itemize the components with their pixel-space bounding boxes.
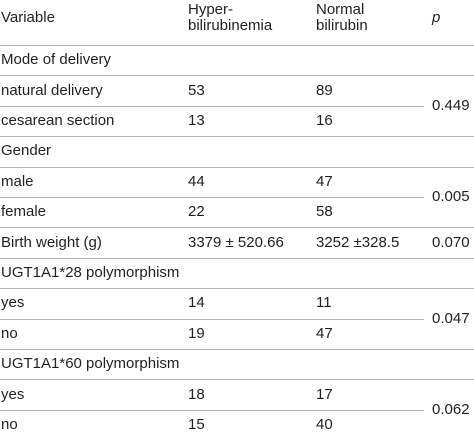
section-title: Mode of delivery — [1, 51, 112, 69]
rule — [0, 349, 474, 350]
value-cell: 11 — [316, 294, 332, 312]
value-cell: 53 — [188, 81, 205, 99]
p-value: 0.062 — [432, 400, 470, 418]
rule — [0, 288, 474, 290]
value-cell: 58 — [316, 203, 333, 221]
rule — [0, 409, 424, 411]
rule — [0, 379, 474, 381]
row-label: yes — [1, 385, 25, 403]
section-title: UGT1A1*60 polymorphism — [1, 355, 180, 373]
rule — [0, 75, 474, 77]
value-cell: 47 — [316, 172, 333, 190]
row-label: Birth weight (g) — [1, 233, 102, 251]
header-cell: Variable — [1, 9, 55, 26]
header-cell: bilirubin — [316, 17, 368, 34]
rule — [0, 257, 474, 259]
header-cell: Normal — [316, 1, 365, 18]
value-cell: 3379 ± 520.66 — [188, 233, 284, 251]
section-title: Gender — [1, 142, 52, 160]
row-label: male — [1, 172, 34, 190]
section-title: UGT1A1*28 polymorphism — [1, 264, 180, 281]
value-cell: 44 — [188, 172, 205, 190]
value-cell: 17 — [316, 385, 333, 403]
header-cell: bilirubinemia — [188, 17, 273, 34]
p-value: 0.047 — [432, 309, 470, 327]
rule — [0, 197, 424, 198]
header-cell: p — [432, 9, 441, 26]
value-cell: 40 — [316, 416, 333, 433]
value-cell: 13 — [188, 112, 205, 129]
value-cell: 47 — [316, 324, 333, 342]
value-cell: 3252 ±328.5 — [316, 233, 400, 251]
row-label: yes — [1, 294, 25, 312]
rule — [0, 166, 474, 168]
value-cell: 15 — [188, 416, 205, 433]
header-cell: Hyper- — [188, 1, 234, 18]
rule — [0, 136, 474, 138]
rule — [0, 227, 474, 229]
value-cell: 19 — [188, 324, 205, 342]
value-cell: 14 — [188, 294, 205, 312]
p-value: 0.005 — [432, 188, 470, 205]
value-cell: 22 — [188, 203, 205, 221]
row-label: no — [1, 324, 18, 342]
row-label: cesarean section — [1, 112, 115, 129]
rule — [0, 105, 424, 107]
rule — [0, 45, 474, 46]
value-cell: 89 — [316, 81, 333, 99]
p-value: 0.449 — [432, 96, 470, 114]
p-value: 0.070 — [432, 233, 470, 251]
value-cell: 16 — [316, 112, 333, 129]
rule — [0, 318, 424, 320]
row-label: female — [1, 203, 47, 221]
row-label: no — [1, 416, 18, 433]
row-label: natural delivery — [1, 81, 103, 99]
value-cell: 18 — [188, 385, 205, 403]
